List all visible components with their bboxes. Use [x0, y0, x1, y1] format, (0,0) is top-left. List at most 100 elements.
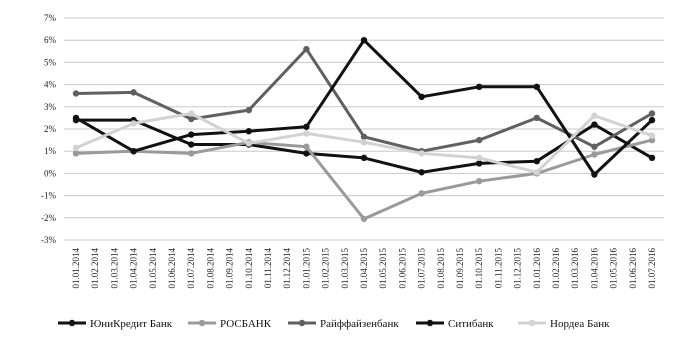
x-tick-label: 01.04.2015: [359, 248, 369, 289]
data-point: [360, 215, 368, 223]
x-axis-ticks: 01.01.2014 01.02.2014 01.03.2014 01.04.2014…: [71, 247, 657, 288]
x-tick-label: 01.07.2014: [186, 248, 196, 289]
data-point: [72, 144, 80, 152]
x-tick-label: 01.10.2015: [474, 248, 484, 289]
data-point: [188, 150, 195, 157]
data-point: [245, 106, 252, 114]
data-point: [130, 120, 137, 127]
legend-marker: [528, 319, 536, 327]
data-point: [418, 190, 425, 197]
legend-label: Ситибанк: [448, 318, 494, 330]
data-point: [418, 169, 425, 176]
data-point: [476, 160, 483, 167]
data-point: [591, 171, 598, 178]
legend-label: РОСБАНК: [220, 318, 272, 330]
data-point: [303, 130, 310, 137]
data-point: [476, 136, 483, 144]
data-point: [591, 143, 598, 150]
legend-item: РОСБАНК: [188, 318, 272, 330]
x-tick-label: 01.05.2015: [378, 248, 388, 289]
x-tick-label: 01.06.2015: [397, 248, 407, 289]
data-point: [72, 90, 80, 97]
data-point: [476, 177, 483, 185]
x-tick-label: 01.02.2014: [90, 248, 100, 289]
series-1: [72, 116, 656, 176]
x-tick-label: 01.10.2014: [244, 247, 254, 288]
x-tick-label: 01.08.2015: [436, 248, 446, 289]
data-point: [245, 128, 252, 135]
y-tick-label: 7%: [44, 13, 57, 23]
y-tick-label: 5%: [44, 57, 57, 67]
x-tick-label: 01.01.2015: [301, 248, 311, 289]
x-tick-label: 01.01.2014: [71, 248, 81, 289]
data-point: [188, 141, 195, 148]
data-point: [72, 150, 80, 157]
legend-item: Ситибанк: [416, 318, 494, 330]
legend-marker: [68, 319, 76, 327]
x-tick-label: 01.12.2014: [282, 248, 292, 289]
data-point: [130, 148, 137, 155]
legend-label: Райффайзенбанк: [320, 318, 399, 330]
legend-label: ЮниКредит Банк: [90, 318, 173, 330]
x-tick-label: 01.03.2014: [109, 248, 119, 289]
legend-marker: [198, 319, 206, 327]
data-point: [648, 116, 656, 124]
y-tick-label: -3%: [41, 235, 56, 245]
data-point: [360, 37, 368, 44]
series-2: [72, 136, 656, 223]
x-tick-label: 01.03.2015: [340, 248, 350, 289]
x-tick-label: 01.04.2016: [589, 248, 599, 289]
x-tick-label: 01.06.2014: [167, 248, 177, 289]
series-5: [72, 110, 656, 176]
legend-label: Нордеа Банк: [550, 318, 610, 330]
series-4: [72, 37, 656, 178]
y-tick-label: 0%: [44, 168, 57, 178]
x-tick-label: 01.08.2014: [205, 248, 215, 289]
data-point: [360, 154, 368, 162]
data-point: [188, 110, 195, 117]
data-point: [188, 131, 195, 138]
data-point: [648, 136, 656, 144]
x-tick-label: 01.11.2015: [493, 248, 503, 289]
series-lines: [72, 37, 656, 223]
x-tick-label: 01.05.2016: [609, 248, 619, 289]
data-point: [533, 83, 540, 91]
y-tick-label: 3%: [44, 102, 57, 112]
series-line: [75, 138, 653, 221]
y-tick-label: 1%: [44, 146, 57, 156]
legend-marker: [298, 319, 306, 327]
data-point: [648, 110, 656, 117]
data-point: [72, 114, 80, 122]
x-tick-label: 01.09.2014: [225, 248, 235, 289]
x-tick-label: 01.03.2016: [570, 248, 580, 289]
data-point: [591, 151, 598, 158]
x-tick-label: 01.11.2014: [263, 248, 273, 289]
data-point: [418, 150, 425, 157]
legend-marker: [426, 319, 434, 327]
data-point: [533, 114, 540, 122]
x-tick-label: 01.02.2016: [551, 248, 561, 289]
data-point: [303, 150, 310, 157]
x-tick-label: 01.01.2016: [532, 248, 542, 289]
y-tick-label: 2%: [44, 124, 57, 134]
x-tick-label: 01.07.2016: [647, 248, 657, 289]
data-point: [303, 123, 310, 130]
x-tick-label: 01.09.2015: [455, 248, 465, 289]
data-point: [418, 93, 425, 101]
x-tick-label: 01.04.2014: [129, 248, 139, 289]
y-tick-label: -1%: [41, 191, 56, 201]
legend-item: Райффайзенбанк: [288, 318, 399, 330]
data-point: [360, 139, 368, 146]
data-point: [476, 154, 483, 162]
legend: ЮниКредит Банк РОСБАНК Райффайзенбанк Ситиб…: [58, 318, 610, 330]
data-point: [533, 169, 540, 176]
data-point: [591, 112, 598, 119]
data-point: [188, 115, 195, 123]
data-point: [360, 133, 368, 140]
legend-item: Нордеа Банк: [518, 318, 610, 330]
data-point: [648, 132, 656, 139]
data-point: [245, 140, 252, 147]
x-tick-label: 01.06.2016: [628, 248, 638, 289]
x-tick-label: 01.07.2015: [417, 248, 427, 289]
